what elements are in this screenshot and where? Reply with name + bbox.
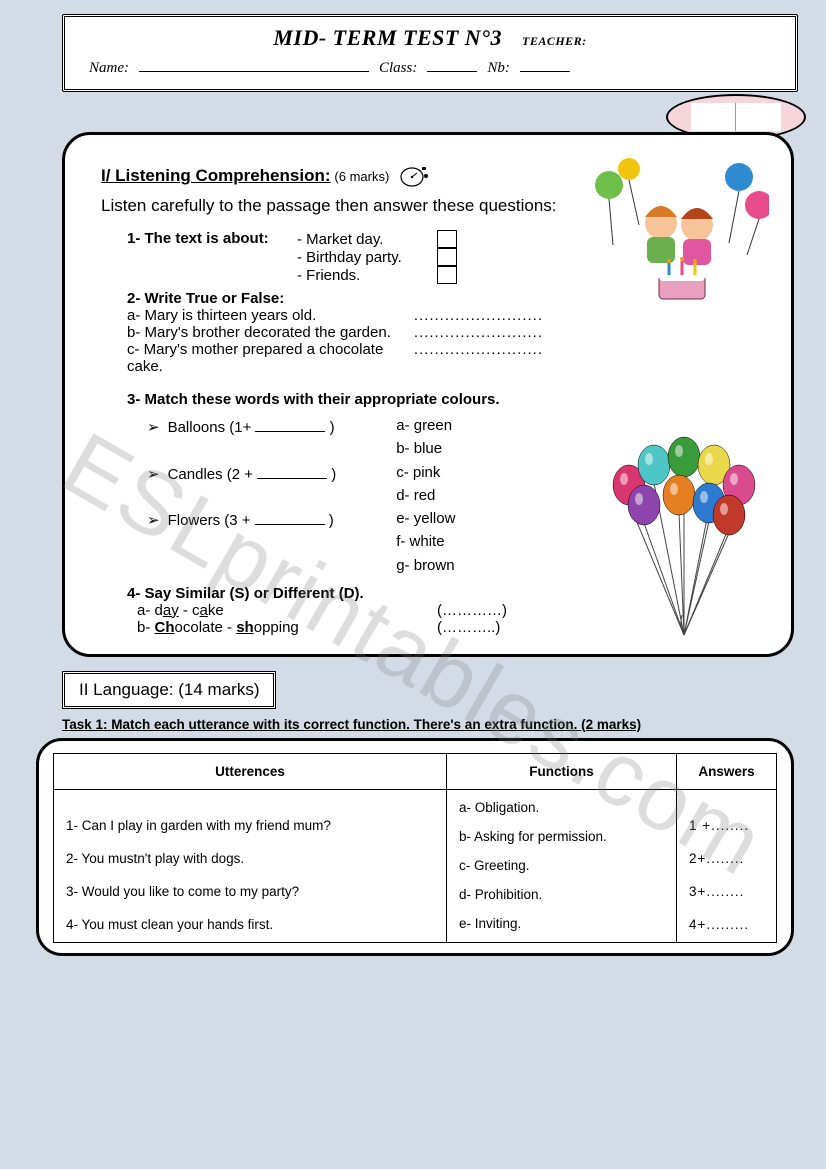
task1-table-box: Utterences Functions Answers 1- Can I pl… — [36, 738, 794, 956]
q2-blank-c[interactable]: ......................... — [414, 341, 543, 375]
name-input-line[interactable] — [139, 59, 369, 72]
q4-blank-a[interactable]: (…………) — [437, 602, 507, 619]
teacher-label: TEACHER: — [522, 34, 587, 48]
fn-c: c- Greeting. — [459, 858, 664, 873]
q2-item-a: a- Mary is thirteen years old. — [127, 307, 316, 324]
q3-colour-a: a- green — [396, 414, 455, 437]
q3-blank-2[interactable] — [257, 467, 327, 479]
ans-2[interactable]: 2+........ — [689, 851, 764, 866]
th-functions: Functions — [447, 753, 677, 789]
header-fields: Name: Class: Nb: — [89, 59, 771, 77]
stopwatch-icon — [397, 163, 431, 192]
fn-cell: a- Obligation. b- Asking for permission.… — [447, 789, 677, 942]
ans-1[interactable]: 1 +........ — [689, 818, 764, 833]
q1-option-3: - Friends. — [297, 267, 427, 284]
q4-blank-b[interactable]: (………..) — [437, 619, 500, 636]
ans-cell: 1 +........ 2+........ 3+........ 4+....… — [677, 789, 777, 942]
q1-prompt: 1- The text is about: — [127, 230, 297, 284]
q3-blank-1[interactable] — [255, 420, 325, 432]
q1-option-1: - Market day. — [297, 231, 427, 248]
q3-left-1: Balloons (1+ — [168, 419, 252, 436]
q3-blank-3[interactable] — [255, 513, 325, 525]
q1-checkbox-1[interactable] — [437, 230, 457, 248]
class-input-line[interactable] — [427, 59, 477, 72]
q3-prompt: 3- Match these words with their appropri… — [127, 391, 763, 408]
q1-checkbox-2[interactable] — [437, 248, 457, 266]
q2-blank-b[interactable]: ......................... — [414, 324, 543, 341]
nb-label: Nb: — [487, 60, 510, 77]
q3-colour-g: g- brown — [396, 554, 455, 577]
utt-cell: 1- Can I play in garden with my friend m… — [54, 789, 447, 942]
ans-4[interactable]: 4+......... — [689, 917, 764, 932]
q2-item-b: b- Mary's brother decorated the garden. — [127, 324, 391, 341]
listening-section: I/ Listening Comprehension: (6 marks) Li… — [62, 132, 794, 657]
q2-item-c: c- Mary's mother prepared a chocolate ca… — [127, 341, 414, 375]
q1-option-2: - Birthday party. — [297, 249, 427, 266]
fn-d: d- Prohibition. — [459, 887, 664, 902]
th-answers: Answers — [677, 753, 777, 789]
nb-input-line[interactable] — [520, 59, 570, 72]
page-title: MID- TERM TEST N°3 TEACHER: — [89, 25, 771, 51]
q3-left-3: Flowers (3 + — [168, 512, 251, 529]
utt-2: 2- You mustn't play with dogs. — [66, 851, 434, 866]
fn-e: e- Inviting. — [459, 916, 664, 931]
celebration-image — [589, 155, 769, 315]
section1-title: I/ Listening Comprehension: — [101, 166, 331, 185]
q3-right-col: a- green b- blue c- pink d- red e- yello… — [396, 414, 455, 577]
table-body-row: 1- Can I play in garden with my friend m… — [54, 789, 777, 942]
utt-1: 1- Can I play in garden with my friend m… — [66, 818, 434, 833]
utt-3: 3- Would you like to come to my party? — [66, 884, 434, 899]
score-box[interactable] — [691, 103, 781, 131]
q3-colour-f: f- white — [396, 530, 455, 553]
section2-title: II Language: (14 marks) — [62, 671, 276, 709]
q1-checkbox-3[interactable] — [437, 266, 457, 284]
q2-blank-a[interactable]: ......................... — [414, 307, 543, 324]
task1-line: Task 1: Match each utterance with its co… — [62, 717, 812, 732]
ans-3[interactable]: 3+........ — [689, 884, 764, 899]
th-utterances: Utterences — [54, 753, 447, 789]
q3-left-2: Candles (2 + — [168, 466, 253, 483]
q3-colour-c: c- pink — [396, 461, 455, 484]
name-label: Name: — [89, 60, 129, 77]
fn-a: a- Obligation. — [459, 800, 664, 815]
section1-marks: (6 marks) — [334, 169, 389, 184]
q3-colour-b: b- blue — [396, 437, 455, 460]
balloons-image — [599, 435, 769, 655]
fn-b: b- Asking for permission. — [459, 829, 664, 844]
q3-left-col: Balloons (1+ ) Candles (2 + ) Flowers (3… — [147, 414, 336, 577]
title-text: MID- TERM TEST N°3 — [273, 25, 502, 50]
q3-colour-d: d- red — [396, 484, 455, 507]
class-label: Class: — [379, 60, 417, 77]
task1-table: Utterences Functions Answers 1- Can I pl… — [53, 753, 777, 943]
q3-colour-e: e- yellow — [396, 507, 455, 530]
header-box: MID- TERM TEST N°3 TEACHER: Name: Class:… — [62, 14, 798, 92]
table-header-row: Utterences Functions Answers — [54, 753, 777, 789]
utt-4: 4- You must clean your hands first. — [66, 917, 434, 932]
